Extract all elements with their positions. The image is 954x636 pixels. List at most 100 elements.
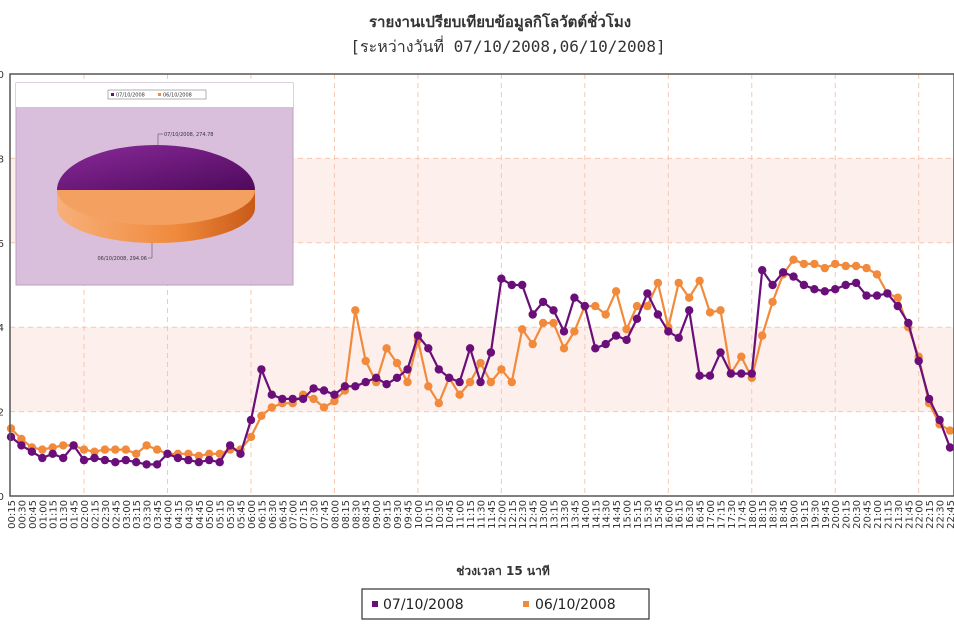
data-point (59, 441, 68, 450)
x-tick-label: 21:00 (873, 500, 884, 529)
data-point (27, 447, 37, 456)
data-point (674, 333, 683, 342)
data-point (246, 415, 256, 425)
x-tick-label: 07:00 (289, 500, 300, 529)
data-point (382, 380, 391, 389)
data-point (497, 274, 506, 283)
data-point (570, 293, 579, 302)
data-point (831, 285, 840, 294)
data-point (643, 289, 652, 298)
x-tick-label: 06:30 (268, 500, 279, 529)
data-point (632, 301, 642, 311)
x-tick-label: 22:30 (936, 500, 947, 529)
x-tick-label: 13:45 (570, 500, 581, 529)
data-point (267, 390, 276, 399)
pie-label-07: 07/10/2008, 274.78 (164, 132, 214, 138)
stripe-band-0 (10, 327, 954, 412)
data-point (100, 445, 110, 454)
data-point (184, 455, 193, 465)
data-point (549, 318, 558, 328)
data-point (820, 263, 829, 273)
x-tick-label: 00:45 (28, 500, 39, 529)
x-tick-label: 22:00 (915, 500, 926, 529)
data-point (48, 449, 57, 458)
x-tick-label: 14:30 (602, 500, 613, 529)
inset-legend-box (107, 89, 207, 100)
x-tick-label: 19:30 (810, 500, 821, 529)
data-point (434, 399, 443, 408)
x-tick-label: 07:45 (320, 500, 331, 529)
x-tick-label: 07:30 (310, 500, 321, 529)
data-point (507, 280, 516, 290)
data-point (163, 449, 172, 458)
data-point (674, 278, 683, 288)
data-point (111, 445, 120, 454)
data-point (121, 445, 130, 454)
data-point (799, 259, 809, 269)
data-point (90, 453, 99, 463)
data-point (372, 373, 381, 382)
inset-legend-label-07: 07/10/2008 (116, 93, 145, 99)
x-tick-label: 07:15 (299, 500, 310, 529)
x-tick-label: 00:30 (17, 500, 28, 529)
x-tick-label: 19:15 (800, 500, 811, 529)
data-point (758, 266, 767, 275)
data-point (38, 453, 47, 463)
y-tick-label: 8 (0, 154, 4, 165)
x-tick-label: 14:15 (591, 500, 602, 529)
x-tick-label: 04:00 (164, 500, 175, 529)
data-point (445, 373, 454, 382)
data-point (935, 415, 944, 425)
data-point (945, 443, 954, 452)
data-point (945, 426, 954, 435)
data-point (486, 377, 496, 387)
x-tick-label: 22:45 (946, 500, 954, 529)
data-point (862, 263, 871, 273)
data-point (924, 394, 934, 404)
x-tick-label: 15:30 (643, 500, 654, 529)
data-point (59, 453, 68, 463)
x-tick-label: 05:00 (205, 500, 216, 529)
inset-legend-label-06: 06/10/2008 (163, 93, 192, 99)
x-tick-label: 05:30 (226, 500, 237, 529)
x-tick-label: 05:45 (237, 500, 248, 529)
data-point (225, 441, 235, 450)
x-tick-label: 03:45 (153, 500, 164, 529)
legend: 07/10/2008 06/10/2008 (361, 588, 650, 620)
data-point (778, 268, 788, 277)
data-point (340, 382, 350, 391)
data-point (768, 280, 777, 290)
data-point (132, 449, 141, 458)
data-point (705, 308, 715, 317)
data-point (403, 365, 412, 374)
x-tick-label: 02:30 (101, 500, 112, 529)
data-point (215, 449, 224, 458)
data-point (611, 331, 621, 340)
x-tick-label: 10:45 (445, 500, 456, 529)
data-point (455, 390, 464, 399)
data-point (403, 377, 412, 387)
data-point (278, 394, 287, 404)
x-tick-label: 14:00 (581, 500, 592, 529)
data-point (288, 394, 297, 404)
data-point (601, 310, 610, 319)
data-point (142, 441, 151, 450)
data-point (726, 369, 736, 378)
x-tick-label: 12:15 (508, 500, 519, 529)
data-point (611, 287, 621, 296)
chart-title: รายงานเปรียบเทียบข้อมูลกิโลวัตต์ชั่วโมง (369, 11, 631, 32)
y-tick-label: 0 (0, 492, 4, 503)
data-point (758, 331, 767, 340)
data-point (69, 441, 78, 450)
pie-slice-07 (57, 145, 255, 190)
x-tick-label: 01:00 (38, 500, 49, 529)
series-layer (6, 255, 954, 469)
legend-swatch-06 (523, 601, 529, 607)
x-tick-label: 01:15 (49, 500, 60, 529)
data-point (6, 424, 16, 433)
x-tick-label: 01:30 (59, 500, 70, 529)
x-tick-label: 06:15 (257, 500, 268, 529)
x-tick-label: 19:45 (821, 500, 832, 529)
x-tick-label: 03:00 (122, 500, 133, 529)
x-axis-ticks: 00:15 00:30 00:45 01:00 01:15 01:30 01:45 02:00… (7, 500, 954, 529)
